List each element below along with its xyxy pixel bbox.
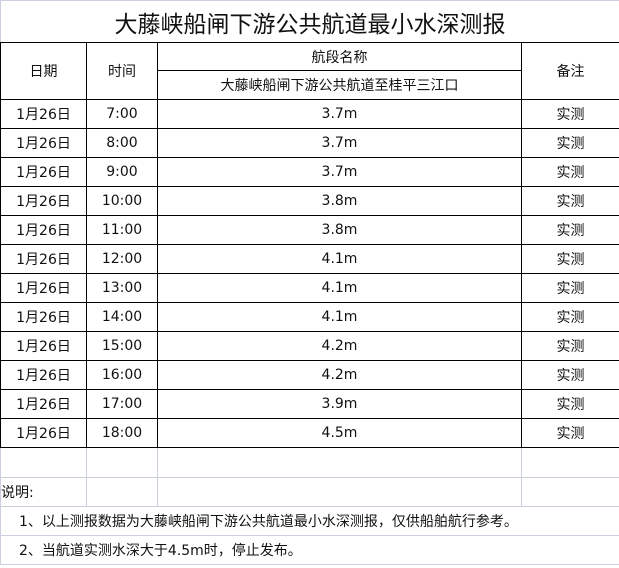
table-row: 1月26日 12:00 4.1m 实测 [0, 244, 619, 274]
header-section-label: 航段名称 [157, 42, 522, 71]
cell-time: 12:00 [86, 244, 158, 274]
cell-depth: 3.8m [157, 215, 522, 245]
cell-date: 1月26日 [0, 128, 87, 158]
cell-date: 1月26日 [0, 360, 87, 390]
cell-remark: 实测 [521, 157, 619, 187]
cell-remark: 实测 [521, 99, 619, 129]
header-date: 日期 [0, 42, 87, 100]
cell-remark: 实测 [521, 273, 619, 303]
table-row: 1月26日 17:00 3.9m 实测 [0, 389, 619, 419]
cell-time: 13:00 [86, 273, 158, 303]
cell-remark: 实测 [521, 244, 619, 274]
cell-date: 1月26日 [0, 302, 87, 332]
cell-remark: 实测 [521, 360, 619, 390]
empty-row [0, 447, 619, 478]
table-row: 1月26日 14:00 4.1m 实测 [0, 302, 619, 332]
cell-remark: 实测 [521, 215, 619, 245]
cell-time: 11:00 [86, 215, 158, 245]
header-remark: 备注 [521, 42, 619, 100]
header-time: 时间 [86, 42, 158, 100]
cell-time: 8:00 [86, 128, 158, 158]
table-row: 1月26日 18:00 4.5m 实测 [0, 418, 619, 448]
cell-date: 1月26日 [0, 157, 87, 187]
cell-depth: 3.7m [157, 157, 522, 187]
table-row: 1月26日 13:00 4.1m 实测 [0, 273, 619, 303]
cell-date: 1月26日 [0, 244, 87, 274]
report-title: 大藤峡船闸下游公共航道最小水深测报 [0, 0, 619, 43]
cell-time: 16:00 [86, 360, 158, 390]
cell-remark: 实测 [521, 128, 619, 158]
cell-remark: 实测 [521, 186, 619, 216]
cell-depth: 3.7m [157, 99, 522, 129]
cell-depth: 3.7m [157, 128, 522, 158]
note-item: 1、以上测报数据为大藤峡船闸下游公共航道最小水深测报，仅供船舶航行参考。 [0, 506, 619, 536]
cell-depth: 3.9m [157, 389, 522, 419]
cell-time: 18:00 [86, 418, 158, 448]
cell-time: 7:00 [86, 99, 158, 129]
cell-remark: 实测 [521, 418, 619, 448]
cell-time: 17:00 [86, 389, 158, 419]
cell-depth: 4.2m [157, 331, 522, 361]
cell-depth: 4.1m [157, 244, 522, 274]
cell-depth: 4.1m [157, 302, 522, 332]
header-section-name: 大藤峡船闸下游公共航道至桂平三江口 [157, 70, 522, 100]
table-row: 1月26日 10:00 3.8m 实测 [0, 186, 619, 216]
table-row: 1月26日 7:00 3.7m 实测 [0, 99, 619, 129]
table-row: 1月26日 8:00 3.7m 实测 [0, 128, 619, 158]
table-row: 1月26日 9:00 3.7m 实测 [0, 157, 619, 187]
cell-time: 14:00 [86, 302, 158, 332]
cell-date: 1月26日 [0, 273, 87, 303]
cell-date: 1月26日 [0, 215, 87, 245]
notes-label: 说明: [0, 477, 87, 507]
cell-date: 1月26日 [0, 186, 87, 216]
cell-time: 15:00 [86, 331, 158, 361]
cell-remark: 实测 [521, 302, 619, 332]
cell-remark: 实测 [521, 389, 619, 419]
cell-depth: 3.8m [157, 186, 522, 216]
cell-time: 10:00 [86, 186, 158, 216]
cell-remark: 实测 [521, 331, 619, 361]
cell-date: 1月26日 [0, 331, 87, 361]
note-item: 2、当航道实测水深大于4.5m时，停止发布。 [0, 535, 619, 565]
cell-depth: 4.2m [157, 360, 522, 390]
cell-time: 9:00 [86, 157, 158, 187]
cell-depth: 4.5m [157, 418, 522, 448]
table-row: 1月26日 11:00 3.8m 实测 [0, 215, 619, 245]
cell-date: 1月26日 [0, 418, 87, 448]
table-row: 1月26日 15:00 4.2m 实测 [0, 331, 619, 361]
cell-date: 1月26日 [0, 389, 87, 419]
cell-depth: 4.1m [157, 273, 522, 303]
table-row: 1月26日 16:00 4.2m 实测 [0, 360, 619, 390]
cell-date: 1月26日 [0, 99, 87, 129]
